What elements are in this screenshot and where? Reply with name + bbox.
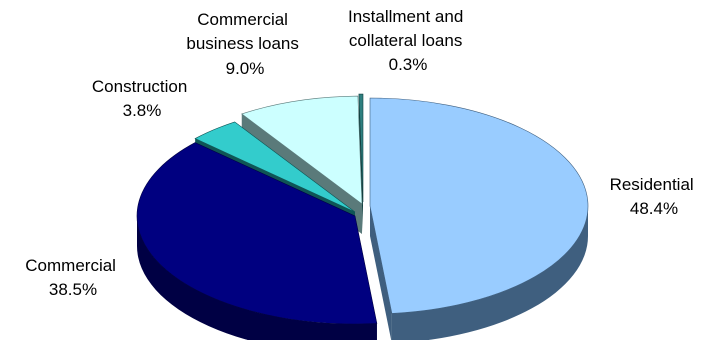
slice-label-residential: Residential 48.4% [610,175,699,218]
slice-top-construction [194,121,356,213]
slice-top-commercial-business-loans [241,95,363,205]
slice-label-construction: Construction 3.8% [92,77,192,120]
slice-label-installment-and-collateral-loans: Installment and collateral loans 0.3% [348,7,468,74]
slice-side-residential [391,206,588,340]
slice-label-commercial: Commercial 38.5% [25,256,120,299]
pie-slices [136,93,589,340]
slice-side-commercial [137,216,377,340]
slice-residential [369,97,589,340]
slice-top-residential [369,97,589,314]
slice-top-commercial [136,142,378,325]
slice-wall-end-residential [370,206,392,340]
slice-top-installment-and-collateral-loans [358,93,364,203]
slice-label-commercial-business-loans: Commercial business loans 9.0% [186,10,303,78]
slice-commercial [136,142,378,340]
